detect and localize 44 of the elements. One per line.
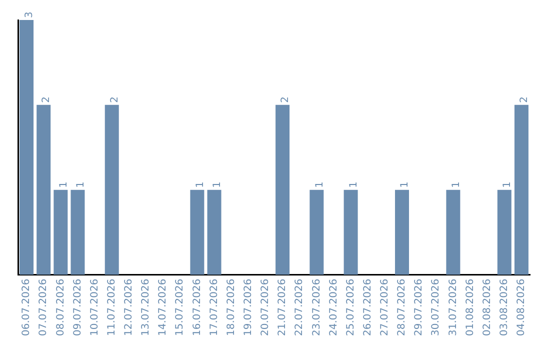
data-label: 2 (519, 96, 530, 103)
x-tick-label: 02.08.2026 (482, 278, 493, 336)
x-tick-label: 23.07.2026 (311, 278, 322, 336)
data-label: 1 (348, 181, 360, 188)
x-tick-label: 29.07.2026 (414, 278, 425, 336)
data-label: 1 (194, 181, 206, 188)
data-label: 1 (314, 181, 326, 188)
x-tick-label: 09.07.2026 (72, 278, 84, 336)
x-tick-label: 12.07.2026 (124, 278, 135, 336)
x-tick-label: 20.07.2026 (260, 278, 272, 336)
data-label: 1 (212, 181, 223, 188)
data-label: 1 (400, 181, 411, 188)
x-tick-label: 22.07.2026 (294, 278, 306, 336)
data-label: 2 (41, 96, 52, 103)
x-tick-label: 17.07.2026 (208, 278, 220, 336)
x-tick-label: 15.07.2026 (174, 278, 186, 336)
data-label: 1 (502, 181, 513, 188)
x-tick-label: 11.07.2026 (106, 278, 118, 336)
x-tick-label: 24.07.2026 (328, 278, 340, 336)
x-tick-label: 04.08.2026 (516, 278, 528, 336)
x-tick-label: 16.07.2026 (192, 278, 203, 336)
x-tick-label: 28.07.2026 (396, 278, 408, 336)
x-tick-label: 01.08.2026 (464, 278, 476, 336)
x-tick-label: 31.07.2026 (448, 278, 459, 336)
x-tick-label: 06.07.2026 (21, 278, 32, 336)
x-tick-label: 08.07.2026 (55, 278, 66, 336)
x-tick-label: 19.07.2026 (242, 278, 254, 336)
x-tick-label: 26.07.2026 (362, 278, 374, 336)
x-tick-label: 18.07.2026 (226, 278, 237, 336)
x-tick-label: 13.07.2026 (140, 278, 152, 336)
data-label: 3 (24, 12, 36, 18)
x-tick-label: 25.07.2026 (345, 278, 356, 336)
x-tick-label: 21.07.2026 (277, 278, 288, 336)
data-label: 2 (280, 96, 292, 103)
x-tick-label: 27.07.2026 (380, 278, 391, 336)
data-label: 1 (450, 181, 462, 188)
data-label: 1 (58, 181, 70, 188)
x-tick-label: 30.07.2026 (430, 278, 442, 336)
x-tick-label: 10.07.2026 (89, 278, 100, 336)
data-label: 1 (75, 181, 86, 188)
x-tick-label: 14.07.2026 (158, 278, 169, 336)
x-tick-label: 03.08.2026 (498, 278, 510, 336)
data-label: 2 (109, 96, 120, 103)
x-tick-label: 07.07.2026 (38, 278, 50, 336)
